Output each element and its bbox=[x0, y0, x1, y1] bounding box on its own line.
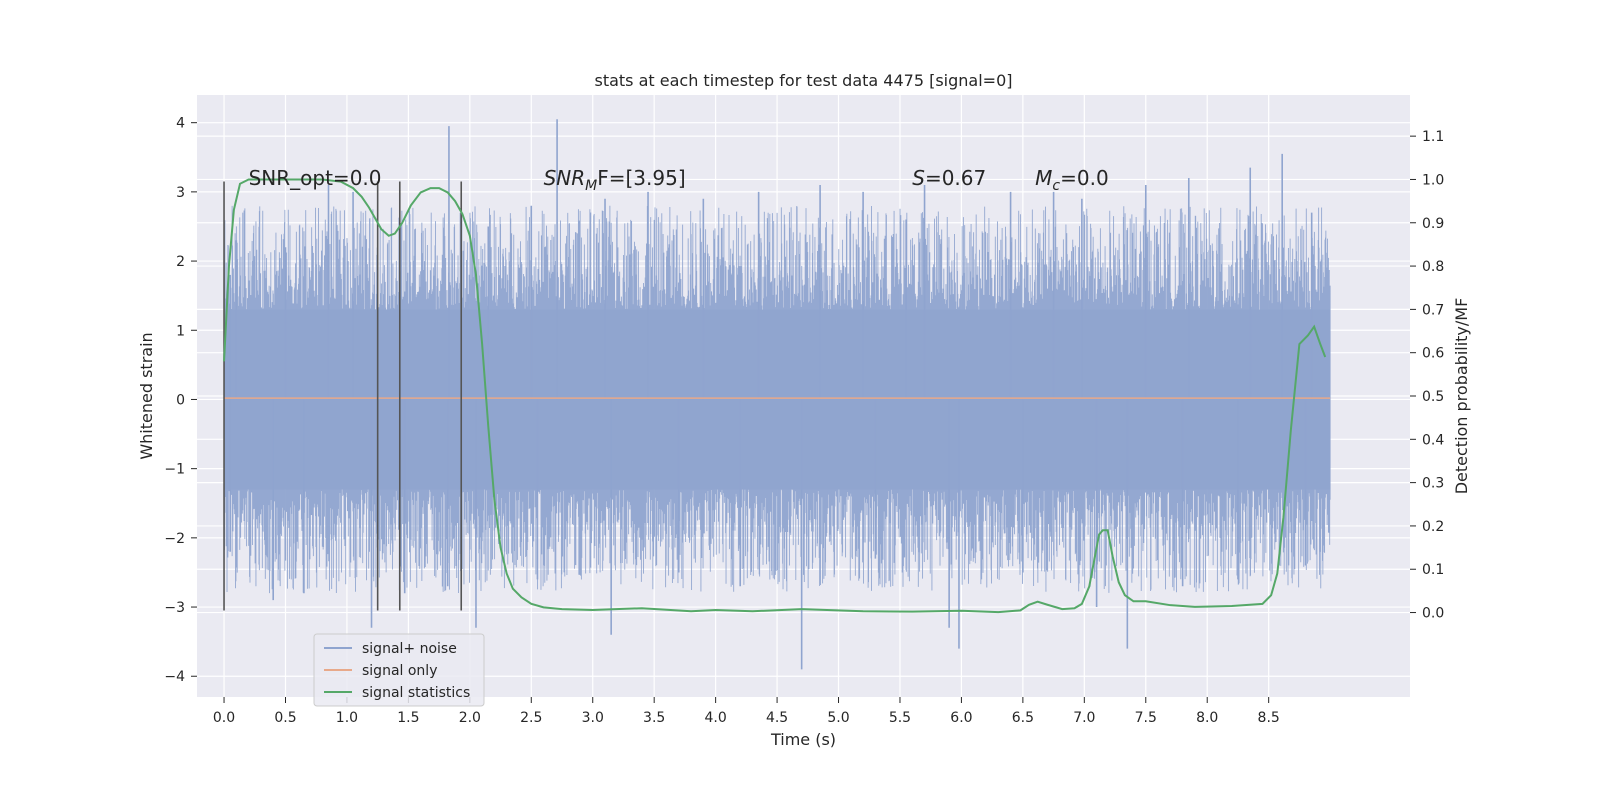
vertical-markers bbox=[223, 181, 463, 611]
y-right-tick-label: 0.1 bbox=[1422, 562, 1444, 578]
legend: signal+ noise signal only signal statistic… bbox=[313, 633, 485, 707]
x-tick-label: 2.0 bbox=[459, 710, 481, 726]
y-axis-right: 0.0 0.1 0.2 0.3 0.4 0.5 0.6 0.7 0.8 0.9 1.0 1.1 bbox=[1410, 129, 1444, 622]
y-right-tick-label: 1.0 bbox=[1422, 172, 1444, 188]
legend-label: signal statistics bbox=[362, 685, 470, 701]
annotation-text: SNRMF=[3.95] bbox=[544, 166, 686, 194]
legend-label: signal only bbox=[362, 663, 437, 679]
y-tick-label: −4 bbox=[164, 669, 185, 685]
y-tick-label: −2 bbox=[164, 531, 185, 547]
y-tick-label: 0 bbox=[176, 392, 185, 408]
annotation-symbol: S bbox=[912, 166, 925, 190]
y-tick-label: −1 bbox=[164, 462, 185, 478]
annotation-symbol: M bbox=[1035, 166, 1052, 190]
x-tick-label: 8.5 bbox=[1258, 710, 1280, 726]
x-axis: 0.0 0.5 1.0 1.5 2.0 2.5 3.0 3.5 4.0 4.5 5.0 5.5 6.0 6… bbox=[213, 697, 1280, 726]
annotation-value: =0.0 bbox=[1060, 166, 1109, 190]
series-signal-statistics bbox=[223, 178, 1327, 614]
chart-title: stats at each timestep for test data 447… bbox=[594, 71, 1012, 90]
y-axis-left: −4 −3 −2 −1 0 1 2 3 4 bbox=[164, 116, 197, 685]
x-tick-label: 5.0 bbox=[827, 710, 849, 726]
y-right-tick-label: 0.3 bbox=[1422, 476, 1444, 492]
x-tick-label: 2.5 bbox=[520, 710, 542, 726]
y-right-tick-label: 0.9 bbox=[1422, 216, 1444, 232]
x-tick-label: 6.5 bbox=[1012, 710, 1034, 726]
x-tick-label: 6.0 bbox=[950, 710, 972, 726]
annotations: SNR_opt=0.0 SNRMF=[3.95] S=0.67 Mc=0.0 bbox=[249, 166, 1109, 194]
signal-statistics-line bbox=[223, 178, 1327, 614]
x-axis-label: Time (s) bbox=[770, 730, 836, 749]
y-tick-label: 1 bbox=[176, 323, 185, 339]
annotation-value: F=[3.95] bbox=[597, 166, 685, 190]
y-right-tick-label: 1.1 bbox=[1422, 129, 1444, 145]
y-axis-label: Whitened strain bbox=[137, 332, 156, 459]
y-right-tick-label: 0.7 bbox=[1422, 302, 1444, 318]
y-tick-label: 3 bbox=[176, 185, 185, 201]
annotation-subscript: c bbox=[1052, 178, 1060, 194]
y-right-tick-label: 0.6 bbox=[1422, 346, 1444, 362]
x-tick-label: 1.5 bbox=[397, 710, 419, 726]
x-tick-label: 4.5 bbox=[766, 710, 788, 726]
legend-box bbox=[313, 633, 485, 707]
y-tick-label: −3 bbox=[164, 600, 185, 616]
x-tick-label: 8.0 bbox=[1196, 710, 1218, 726]
annotation-text: S=0.67 bbox=[912, 166, 986, 190]
annotation-subscript: M bbox=[585, 178, 597, 194]
y-axis-right-label: Detection probability/MF bbox=[1452, 298, 1471, 495]
y-tick-label: 2 bbox=[176, 254, 185, 270]
x-tick-label: 7.0 bbox=[1073, 710, 1095, 726]
x-tick-label: 0.5 bbox=[274, 710, 296, 726]
x-tick-label: 3.5 bbox=[643, 710, 665, 726]
y-right-tick-label: 0.8 bbox=[1422, 259, 1444, 275]
series-signal-noise bbox=[223, 119, 1331, 670]
y-right-tick-label: 0.5 bbox=[1422, 389, 1444, 405]
annotation-value: =0.67 bbox=[925, 166, 986, 190]
x-tick-label: 7.5 bbox=[1135, 710, 1157, 726]
y-right-tick-label: 0.2 bbox=[1422, 519, 1444, 535]
y-right-tick-label: 0.0 bbox=[1422, 606, 1444, 622]
x-tick-label: 3.0 bbox=[582, 710, 604, 726]
annotation-text: SNR_opt=0.0 bbox=[249, 166, 382, 190]
x-tick-label: 4.0 bbox=[704, 710, 726, 726]
annotation-text: Mc=0.0 bbox=[1035, 166, 1109, 194]
y-tick-label: 4 bbox=[176, 116, 185, 132]
legend-label: signal+ noise bbox=[362, 641, 457, 657]
y-right-tick-label: 0.4 bbox=[1422, 432, 1444, 448]
x-tick-label: 0.0 bbox=[213, 710, 235, 726]
x-tick-label: 1.0 bbox=[336, 710, 358, 726]
annotation-symbol: SNR bbox=[544, 166, 586, 190]
x-tick-label: 5.5 bbox=[889, 710, 911, 726]
